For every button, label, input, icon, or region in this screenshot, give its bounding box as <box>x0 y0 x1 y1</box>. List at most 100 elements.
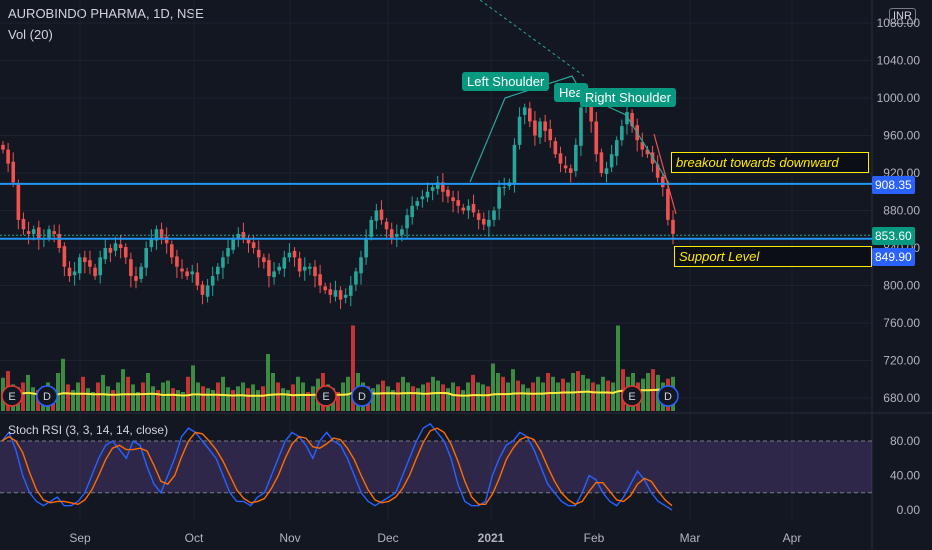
candle-body <box>655 164 660 178</box>
candle-body <box>21 218 26 230</box>
volume-bar <box>441 384 445 411</box>
price-tick-label: 1040.00 <box>877 54 921 68</box>
volume-bar <box>96 382 100 411</box>
volume-indicator-label[interactable]: Vol (20) <box>8 27 53 42</box>
volume-bar <box>546 373 550 411</box>
candle-body <box>226 248 230 257</box>
time-tick-label: Apr <box>783 531 802 545</box>
candle-body <box>88 260 92 267</box>
candle-body <box>67 267 72 277</box>
candle-body <box>210 276 215 286</box>
candle-body <box>574 144 578 172</box>
candle-body <box>425 191 430 198</box>
candle-body <box>384 221 389 230</box>
volume-bar <box>266 354 270 411</box>
volume-bar <box>511 369 515 411</box>
candle-body <box>246 239 251 244</box>
candle-body <box>93 267 97 277</box>
volume-bar <box>176 390 180 411</box>
volume-bar <box>421 384 425 411</box>
time-tick-label: Feb <box>584 531 605 545</box>
candle-body <box>441 182 445 192</box>
time-tick-label: Mar <box>680 531 701 545</box>
candle-body <box>11 161 16 183</box>
volume-bar <box>216 382 220 411</box>
volume-ma-line <box>2 388 674 397</box>
volume-bar <box>481 384 485 411</box>
candle-body <box>517 116 522 145</box>
volume-bar <box>31 387 35 411</box>
volume-bar <box>281 388 285 411</box>
event-marker-label: D <box>664 391 672 403</box>
dividend-marker[interactable] <box>351 385 373 407</box>
candle-body <box>563 165 568 169</box>
candle-body <box>103 248 108 260</box>
breakdown-arrow-line <box>653 133 677 215</box>
volume-bar <box>336 392 340 411</box>
volume-bar <box>601 376 605 411</box>
dividend-marker[interactable] <box>657 385 679 407</box>
candle-body <box>415 201 420 206</box>
candle-body <box>527 108 532 122</box>
volume-bar <box>116 382 120 411</box>
support-annotation: Support Level <box>674 246 872 267</box>
volume-bar <box>156 390 160 411</box>
earnings-marker[interactable] <box>315 385 337 407</box>
resistance-price-tag: 908.35 <box>872 176 915 194</box>
volume-bar <box>461 390 465 411</box>
candle-body <box>216 266 220 275</box>
volume-bar <box>226 387 230 411</box>
candle-body <box>302 266 307 271</box>
volume-bar <box>391 390 395 411</box>
volume-bar <box>231 390 235 411</box>
breakout-annotation: breakout towards downward <box>671 152 869 173</box>
volume-bar <box>386 386 390 411</box>
volume-bar <box>296 376 300 411</box>
price-tick-label: 800.00 <box>883 279 920 293</box>
candle-body <box>31 229 36 234</box>
currency-badge[interactable]: INR <box>889 8 916 24</box>
candle-body <box>522 107 527 115</box>
candle-body <box>538 121 542 138</box>
volume-bar <box>446 388 450 411</box>
volume-bar <box>276 382 280 411</box>
volume-bar <box>111 390 115 411</box>
candle-body <box>343 294 348 298</box>
volume-bar <box>531 382 535 411</box>
candle-body <box>134 276 138 281</box>
stoch-rsi-label[interactable]: Stoch RSI (3, 3, 14, 14, close) <box>8 423 169 437</box>
candle-body <box>108 248 113 253</box>
dividend-marker[interactable] <box>36 385 58 407</box>
earnings-marker[interactable] <box>1 385 23 407</box>
volume-bar <box>286 390 290 411</box>
candle-body <box>267 260 271 277</box>
volume-bar <box>591 382 595 411</box>
candle-body <box>287 252 292 258</box>
volume-bar <box>491 363 495 411</box>
volume-bar <box>236 386 240 411</box>
volume-bar <box>271 373 275 411</box>
candle-body <box>645 149 650 155</box>
volume-bar <box>371 388 375 411</box>
chart-title: AUROBINDO PHARMA, 1D, NSE <box>8 6 204 21</box>
volume-bar <box>471 374 475 411</box>
candle-body <box>620 126 624 141</box>
candle-body <box>354 271 358 285</box>
volume-bar <box>301 382 305 411</box>
volume-bar <box>161 382 165 411</box>
earnings-marker[interactable] <box>621 385 643 407</box>
candle-body <box>599 152 604 173</box>
candle-body <box>666 188 670 220</box>
volume-bar <box>396 382 400 411</box>
volume-bar <box>561 378 565 411</box>
volume-bar <box>381 380 385 411</box>
volume-bar <box>451 382 455 411</box>
candle-body <box>318 274 322 286</box>
time-tick-label: Sep <box>69 531 91 545</box>
volume-bar <box>411 386 415 411</box>
candle-body <box>118 244 123 248</box>
volume-bar <box>291 384 295 411</box>
candle-body <box>180 268 184 272</box>
volume-bar <box>256 390 260 411</box>
